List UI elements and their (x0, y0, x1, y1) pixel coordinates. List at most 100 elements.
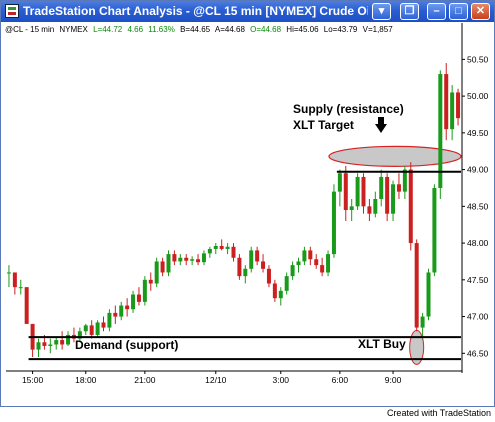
title-bar[interactable]: TradeStation Chart Analysis - @CL 15 min… (1, 1, 494, 22)
candle-body (426, 272, 431, 317)
candle-body (355, 176, 360, 207)
candle-body (284, 276, 289, 291)
candle-body (349, 206, 354, 211)
minimize-button[interactable]: – (427, 3, 446, 20)
candle-body (402, 169, 407, 192)
candle-body (60, 340, 65, 345)
candle-body (255, 250, 260, 262)
candle-body (314, 259, 319, 266)
candle-body (154, 261, 159, 284)
candle-body (320, 265, 325, 273)
candle-body (125, 305, 130, 310)
candle-body (278, 290, 283, 299)
candle-body (261, 261, 266, 269)
candle-body (101, 322, 106, 328)
candle-body (213, 246, 218, 249)
status-volume: V=1,857 (362, 25, 393, 34)
candle-body (201, 253, 206, 263)
candle-body (18, 287, 23, 289)
chart-window: TradeStation Chart Analysis - @CL 15 min… (0, 0, 495, 407)
candle-body (190, 259, 195, 261)
candle-body (361, 176, 366, 207)
candle-body (302, 250, 307, 262)
candle-body (178, 257, 183, 262)
supply-zone-ellipse (328, 145, 462, 167)
candle-body (450, 92, 455, 130)
status-low: Lo=43.79 (323, 25, 358, 34)
candle-body (444, 74, 449, 130)
target-label: XLT Target (293, 118, 354, 132)
candle-body (231, 246, 236, 258)
price-tick-label: 49.00 (467, 165, 489, 175)
demand-label: Demand (support) (75, 338, 178, 352)
candle-body (266, 268, 271, 284)
candle-body (420, 316, 425, 328)
candle-body (373, 198, 378, 214)
price-tick-label: 49.50 (467, 128, 489, 138)
price-tick-label: 50.00 (467, 91, 489, 101)
candle-body (367, 206, 372, 214)
candle-body (308, 250, 313, 260)
restore-icon[interactable]: ❐ (400, 3, 419, 20)
time-tick-label: 12/10 (205, 375, 227, 385)
candle-body (54, 340, 59, 345)
candle-body (95, 322, 100, 335)
candle-body (296, 261, 301, 266)
close-button[interactable]: ✕ (471, 3, 490, 20)
status-bar: @CL - 15 min NYMEX L=44.72 4.66 11.63% B… (5, 25, 396, 34)
candle-body (343, 173, 348, 211)
candle-body (391, 184, 396, 214)
tradestation-app-icon (5, 4, 19, 18)
price-tick-label: 47.50 (467, 275, 489, 285)
candle-body (6, 272, 11, 274)
candle-body (414, 243, 419, 328)
candle-body (42, 342, 47, 346)
price-tick-label: 46.50 (467, 348, 489, 358)
time-tick-label: 18:00 (75, 375, 97, 385)
candle-body (36, 342, 41, 350)
candle-body (243, 268, 248, 277)
candle-body (77, 331, 82, 339)
candle-body (142, 279, 147, 302)
status-high: Hi=45.06 (286, 25, 319, 34)
candle-body (66, 334, 71, 345)
candlestick-chart: 46.50 47.00 47.50 48.00 48.50 49.00 49.50 50.00… (6, 23, 489, 385)
candle-body (107, 312, 112, 328)
price-tick-label: 50.50 (467, 54, 489, 64)
candle-body (148, 279, 153, 284)
candle-body (326, 254, 331, 273)
time-tick-label: 21:00 (134, 375, 156, 385)
status-ask: A=44.68 (214, 25, 245, 34)
candle-body (24, 287, 29, 324)
candle-body (272, 283, 277, 299)
candle-body (172, 254, 177, 262)
candle-body (249, 250, 254, 269)
candle-body (331, 191, 336, 255)
status-open: O=44.68 (250, 25, 282, 34)
down-arrow-icon (375, 124, 387, 133)
candle-body (396, 184, 401, 192)
status-change-pct: 11.63% (148, 25, 175, 34)
time-tick-label: 6:00 (332, 375, 349, 385)
maximize-button[interactable]: □ (449, 3, 468, 20)
candle-body (337, 173, 342, 192)
candle-body (184, 257, 189, 261)
candle-body (290, 265, 295, 277)
candle-body (89, 325, 94, 335)
candle-body (408, 169, 413, 244)
candle-body (225, 246, 230, 249)
supply-label: Supply (resistance) (293, 102, 404, 116)
candle-body (136, 294, 141, 302)
candle-body (113, 312, 118, 317)
chevron-down-icon[interactable]: ▾ (372, 3, 391, 20)
candle-body (456, 92, 461, 119)
candle-body (119, 305, 124, 317)
price-tick-label: 48.00 (467, 238, 489, 248)
footer-credit: Created with TradeStation (386, 408, 491, 418)
candle-body (432, 187, 437, 273)
candle-body (166, 254, 171, 273)
candle-body (379, 176, 384, 199)
candle-body (160, 261, 165, 273)
time-tick-label: 9:00 (385, 375, 402, 385)
status-bid: B=44.65 (180, 25, 211, 34)
